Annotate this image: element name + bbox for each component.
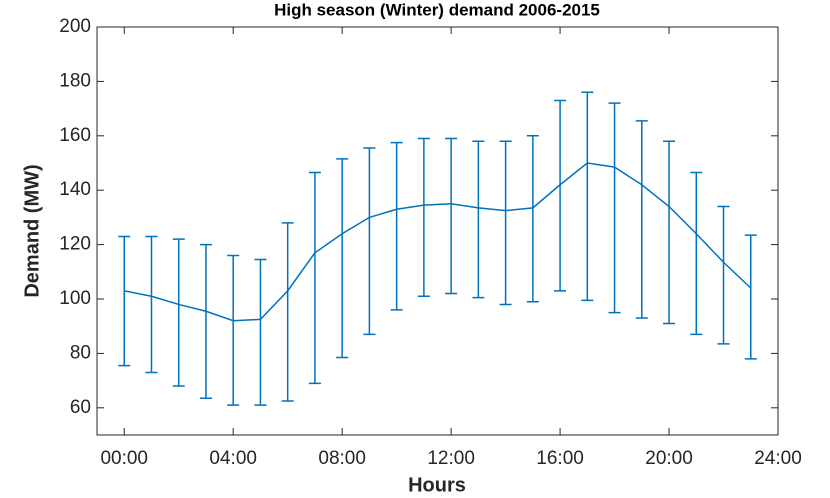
error-bar [145,235,158,374]
x-tick-label: 08:00 [318,448,366,469]
x-tick-label: 04:00 [209,448,257,469]
error-bar [499,140,512,306]
y-tick-label: 200 [59,16,91,37]
error-bar [581,91,594,302]
error-bar [472,140,485,299]
error-bar [690,171,703,336]
error-bar [608,102,621,314]
plot-frame [96,26,779,436]
line [124,162,752,322]
y-tick-label: 140 [59,179,91,200]
x-tick-label: 24:00 [754,448,802,469]
error-bar [417,137,430,298]
x-tick-label: 00:00 [100,448,148,469]
x-tick-label: 16:00 [536,448,584,469]
x-axis-label: Hours [408,474,466,496]
y-tick-label: 60 [70,397,91,418]
y-tick-label: 180 [59,70,91,91]
error-bar [308,171,321,385]
error-bar [199,243,212,400]
error-bar [717,205,730,345]
y-tick-label: 100 [59,288,91,309]
error-bar [336,158,349,359]
y-tick-label: 80 [70,342,91,363]
error-bar [363,147,376,336]
error-bar [663,140,676,325]
error-bar [281,222,294,402]
error-bar [227,254,240,406]
error-bar [526,135,539,303]
y-tick-label: 120 [59,234,91,255]
error-bar [172,238,185,387]
x-tick-label: 12:00 [427,448,475,469]
error-bar [554,99,567,292]
error-bar [254,258,267,406]
error-bar [635,120,648,319]
error-bar [744,234,757,360]
error-bar [445,137,458,295]
y-axis-label: Demand (MW) [21,164,43,297]
error-bar [118,235,131,367]
error-bar [390,141,403,311]
chart-title: High season (Winter) demand 2006-2015 [274,0,600,19]
y-tick-label: 160 [59,125,91,146]
x-tick-label: 20:00 [645,448,693,469]
